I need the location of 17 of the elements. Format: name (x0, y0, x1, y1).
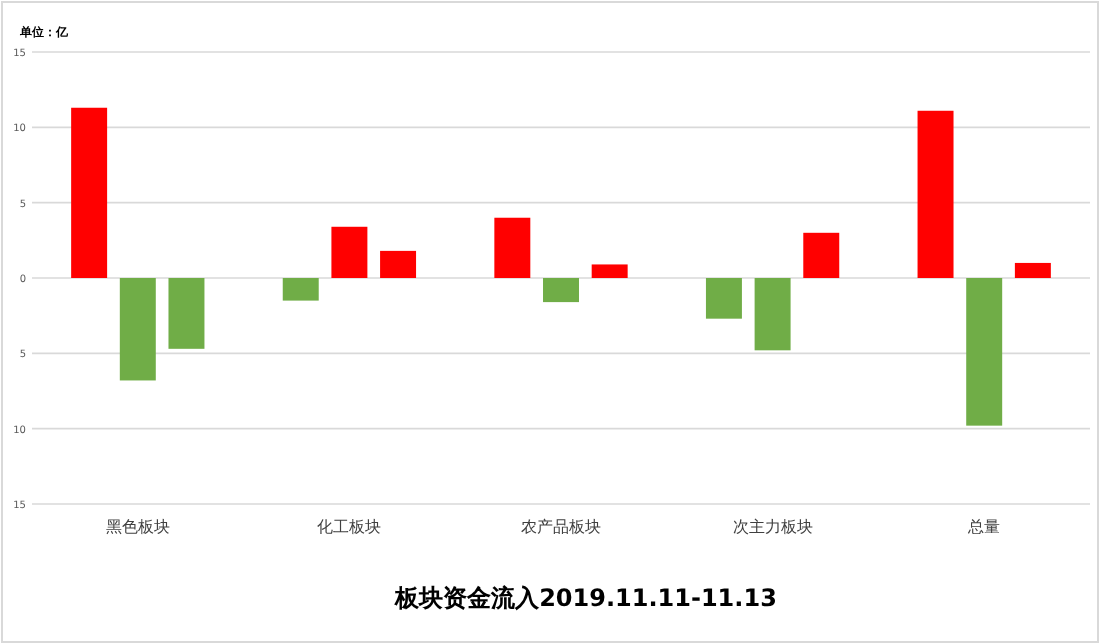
x-tick-label: 总量 (966, 518, 1001, 536)
x-tick-label: 黑色板块 (105, 518, 170, 536)
bar (119, 278, 156, 381)
bar (803, 232, 840, 278)
x-tick-label: 农产品板块 (521, 518, 601, 536)
bar (917, 110, 954, 278)
x-tick-label: 次主力板块 (732, 518, 813, 536)
bar (494, 217, 531, 278)
bar (543, 278, 579, 303)
bar (71, 107, 108, 278)
bar (754, 278, 791, 351)
bar (1014, 262, 1051, 278)
bar (966, 278, 1003, 426)
bar (380, 250, 417, 278)
bar (591, 264, 628, 278)
x-tick-label: 化工板块 (317, 518, 382, 536)
text: 板块资金流入2019.11.11-11.13 (393, 584, 777, 612)
